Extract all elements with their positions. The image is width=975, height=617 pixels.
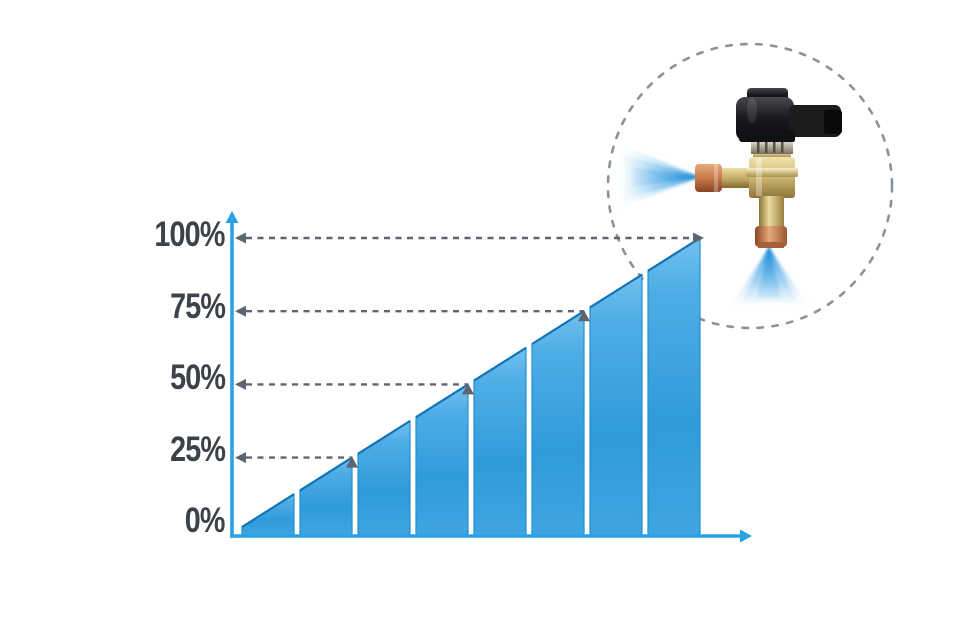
coil-stripe [757,141,760,153]
valve-neck [753,150,791,160]
valve-collar [746,168,798,177]
y-axis-arrow [225,211,239,223]
guide-arrow-left [235,305,246,317]
spray-cone-down [731,246,808,306]
stepper-motor-head [736,88,842,142]
outlet-tip [758,242,784,248]
bar-top-edge [299,456,353,492]
valve-body [749,157,795,198]
guide-arrow-left [235,378,246,390]
x-axis-arrow [740,529,752,543]
guide-lines-layer [235,232,704,468]
motor-highlight [747,97,757,123]
capacity-bar [415,383,469,537]
spray-cone-left [616,143,702,209]
motor-body [736,97,794,141]
guide-arrow-right [693,232,704,244]
capacity-bar [647,236,701,537]
bar-top-edge [647,237,701,272]
dashed-circle-outline [606,42,894,330]
valve-body-highlight [756,158,762,196]
capacity-bar [589,273,643,537]
capacity-bar [531,310,585,537]
inlet-fitting-highlight [714,164,718,192]
coil-stripe [781,141,784,153]
guide-50% [235,378,474,395]
bar-top-edge [415,383,469,419]
bar-top-edge [241,493,295,528]
coil-stripe [773,141,776,153]
capacity-bar [299,456,353,537]
guide-arrow-left [235,232,246,244]
inlet-copper-fitting [695,164,722,192]
axes-layer [225,211,752,543]
outlet-copper-fitting [755,226,787,247]
guide-arrow-up [346,456,358,468]
coil-stripe [765,141,768,153]
guide-arrow-up [462,383,474,395]
guide-75% [235,305,590,322]
guide-arrow-left [235,452,246,464]
guide-25% [235,452,358,468]
guide-100% [235,232,704,244]
bar-top-edge [531,310,585,345]
motor-flange [739,131,795,142]
guide-arrow-up [578,310,590,322]
expansion-valve-illustration [695,88,842,248]
bar-top-edge [589,273,643,309]
capacity-bar [241,493,295,537]
bar-top-edge [473,346,527,382]
motor-connector-end [824,110,842,134]
bars-layer [241,236,701,537]
bar-top-edge [357,420,411,455]
